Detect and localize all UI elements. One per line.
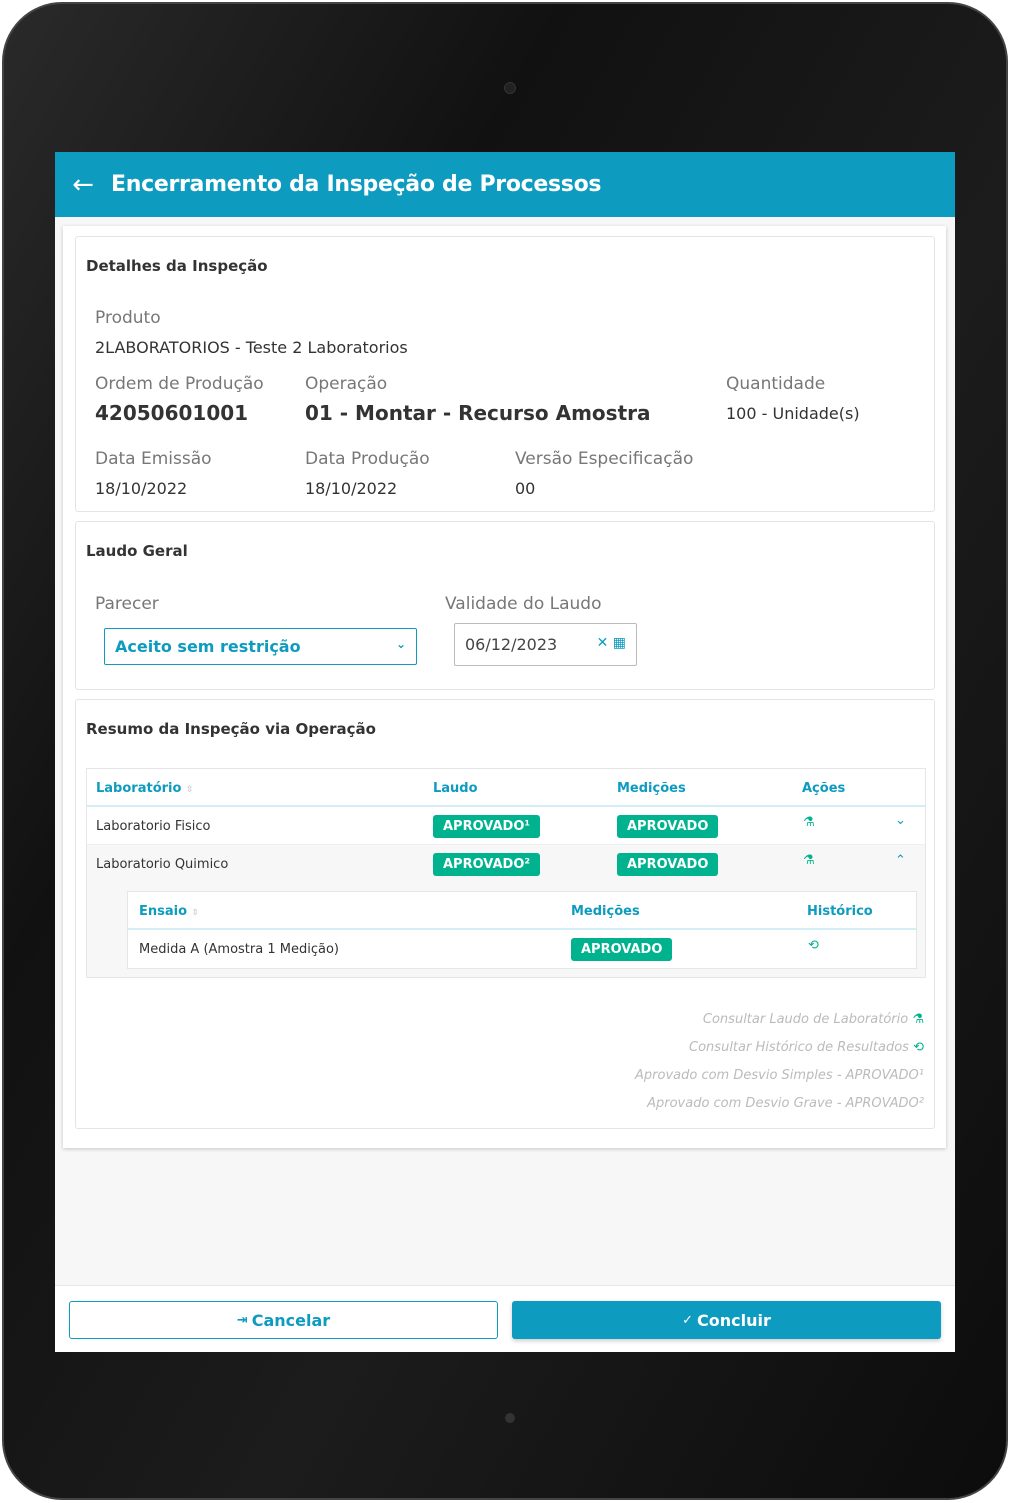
flask-icon: ⚗ xyxy=(912,1012,924,1027)
produto-value: 2LABORATORIOS - Teste 2 Laboratorios xyxy=(95,338,408,357)
footer-bar: ⇥ Cancelar ✓ Concluir xyxy=(55,1285,955,1352)
history-icon: ⟲ xyxy=(913,1040,924,1055)
ordem-label: Ordem de Produção xyxy=(95,374,264,394)
table-row: Laboratorio Fisico APROVADO¹ APROVADO ⚗ … xyxy=(87,807,925,845)
col-laudo: Laudo xyxy=(433,781,478,796)
confirm-button[interactable]: ✓ Concluir xyxy=(512,1301,941,1339)
chevron-down-icon[interactable]: ⌄ xyxy=(895,813,906,828)
col-medicoes: Medições xyxy=(617,781,686,796)
ordem-value: 42050601001 xyxy=(95,401,249,425)
flask-icon[interactable]: ⚗ xyxy=(803,815,815,830)
operacao-value: 01 - Montar - Recurso Amostra xyxy=(305,401,651,425)
flask-icon[interactable]: ⚗ xyxy=(803,853,815,868)
emissao-label: Data Emissão xyxy=(95,449,212,469)
section-title: Resumo da Inspeção via Operação xyxy=(86,720,376,738)
legend-historico: Consultar Histórico de Resultados ⟲ xyxy=(689,1040,924,1055)
ensaio-table: Ensaio ⇳ Medições Histórico Medida A (Am… xyxy=(127,891,917,969)
page-title: Encerramento da Inspeção de Processos xyxy=(111,172,602,197)
chevron-up-icon[interactable]: ⌃ xyxy=(895,853,906,868)
validade-label: Validade do Laudo xyxy=(445,594,602,614)
sort-icon: ⇳ xyxy=(191,908,200,918)
col-acoes: Ações xyxy=(802,781,846,796)
quantidade-value: 100 - Unidade(s) xyxy=(726,404,860,423)
legend-desvio-simples: Aprovado com Desvio Simples - APROVADO¹ xyxy=(635,1068,924,1083)
table-row: Laboratorio Quimico APROVADO² APROVADO ⚗… xyxy=(87,845,925,883)
home-sensor xyxy=(505,1413,515,1423)
versao-label: Versão Especificação xyxy=(515,449,694,469)
producao-label: Data Produção xyxy=(305,449,430,469)
exit-icon: ⇥ xyxy=(236,1312,248,1328)
col-laboratorio[interactable]: Laboratório ⇳ xyxy=(96,781,194,796)
section-title: Laudo Geral xyxy=(86,542,188,560)
col-historico: Histórico xyxy=(807,904,873,919)
resumo-section: Resumo da Inspeção via Operação Laborató… xyxy=(75,699,935,1129)
parecer-value: Aceito sem restrição xyxy=(115,637,301,656)
chevron-down-icon: ⌄ xyxy=(395,637,406,651)
lab-name: Laboratorio Quimico xyxy=(96,857,229,872)
laudo-section: Laudo Geral Parecer Aceito sem restrição… xyxy=(75,521,935,690)
versao-value: 00 xyxy=(515,479,536,498)
main-card: Detalhes da Inspeção Produto 2LABORATORI… xyxy=(63,226,946,1148)
app-header: ← Encerramento da Inspeção de Processos xyxy=(55,152,955,217)
parecer-select[interactable]: Aceito sem restrição ⌄ xyxy=(104,628,417,665)
app-screen: ← Encerramento da Inspeção de Processos … xyxy=(55,152,955,1352)
col-ensaio[interactable]: Ensaio ⇳ xyxy=(139,904,200,919)
producao-value: 18/10/2022 xyxy=(305,479,398,498)
quantidade-label: Quantidade xyxy=(726,374,826,394)
lab-table: Laboratório ⇳ Laudo Medições Ações Labor… xyxy=(86,768,926,978)
validade-value: 06/12/2023 xyxy=(465,635,558,654)
legend-desvio-grave: Aprovado com Desvio Grave - APROVADO² xyxy=(647,1096,924,1111)
legend-laudo: Consultar Laudo de Laboratório ⚗ xyxy=(702,1012,924,1027)
table-header: Ensaio ⇳ Medições Histórico xyxy=(128,892,916,930)
status-badge: APROVADO xyxy=(617,815,719,838)
lab-name: Laboratorio Fisico xyxy=(96,819,211,834)
produto-label: Produto xyxy=(95,308,161,328)
arrow-left-icon[interactable]: ← xyxy=(72,169,94,200)
calendar-icon[interactable]: ▦ xyxy=(612,635,626,651)
table-header: Laboratório ⇳ Laudo Medições Ações xyxy=(87,769,925,807)
status-badge: APROVADO xyxy=(617,853,719,876)
table-row: Medida A (Amostra 1 Medição) APROVADO ⟲ xyxy=(128,930,916,968)
emissao-value: 18/10/2022 xyxy=(95,479,188,498)
status-badge: APROVADO¹ xyxy=(433,815,541,838)
clear-icon[interactable]: ✕ xyxy=(596,635,609,651)
details-section: Detalhes da Inspeção Produto 2LABORATORI… xyxy=(75,236,935,512)
operacao-label: Operação xyxy=(305,374,388,394)
check-icon: ✓ xyxy=(682,1312,694,1328)
cancel-button[interactable]: ⇥ Cancelar xyxy=(69,1301,498,1339)
status-badge: APROVADO² xyxy=(433,853,541,876)
validade-date-input[interactable]: 06/12/2023 ✕ ▦ xyxy=(454,623,637,666)
section-title: Detalhes da Inspeção xyxy=(86,257,268,275)
parecer-label: Parecer xyxy=(95,594,159,614)
col-medicoes: Medições xyxy=(571,904,640,919)
status-badge: APROVADO xyxy=(571,938,673,961)
ensaio-name: Medida A (Amostra 1 Medição) xyxy=(139,942,339,957)
sort-icon: ⇳ xyxy=(185,785,194,795)
camera xyxy=(504,82,516,94)
history-icon[interactable]: ⟲ xyxy=(808,938,819,953)
